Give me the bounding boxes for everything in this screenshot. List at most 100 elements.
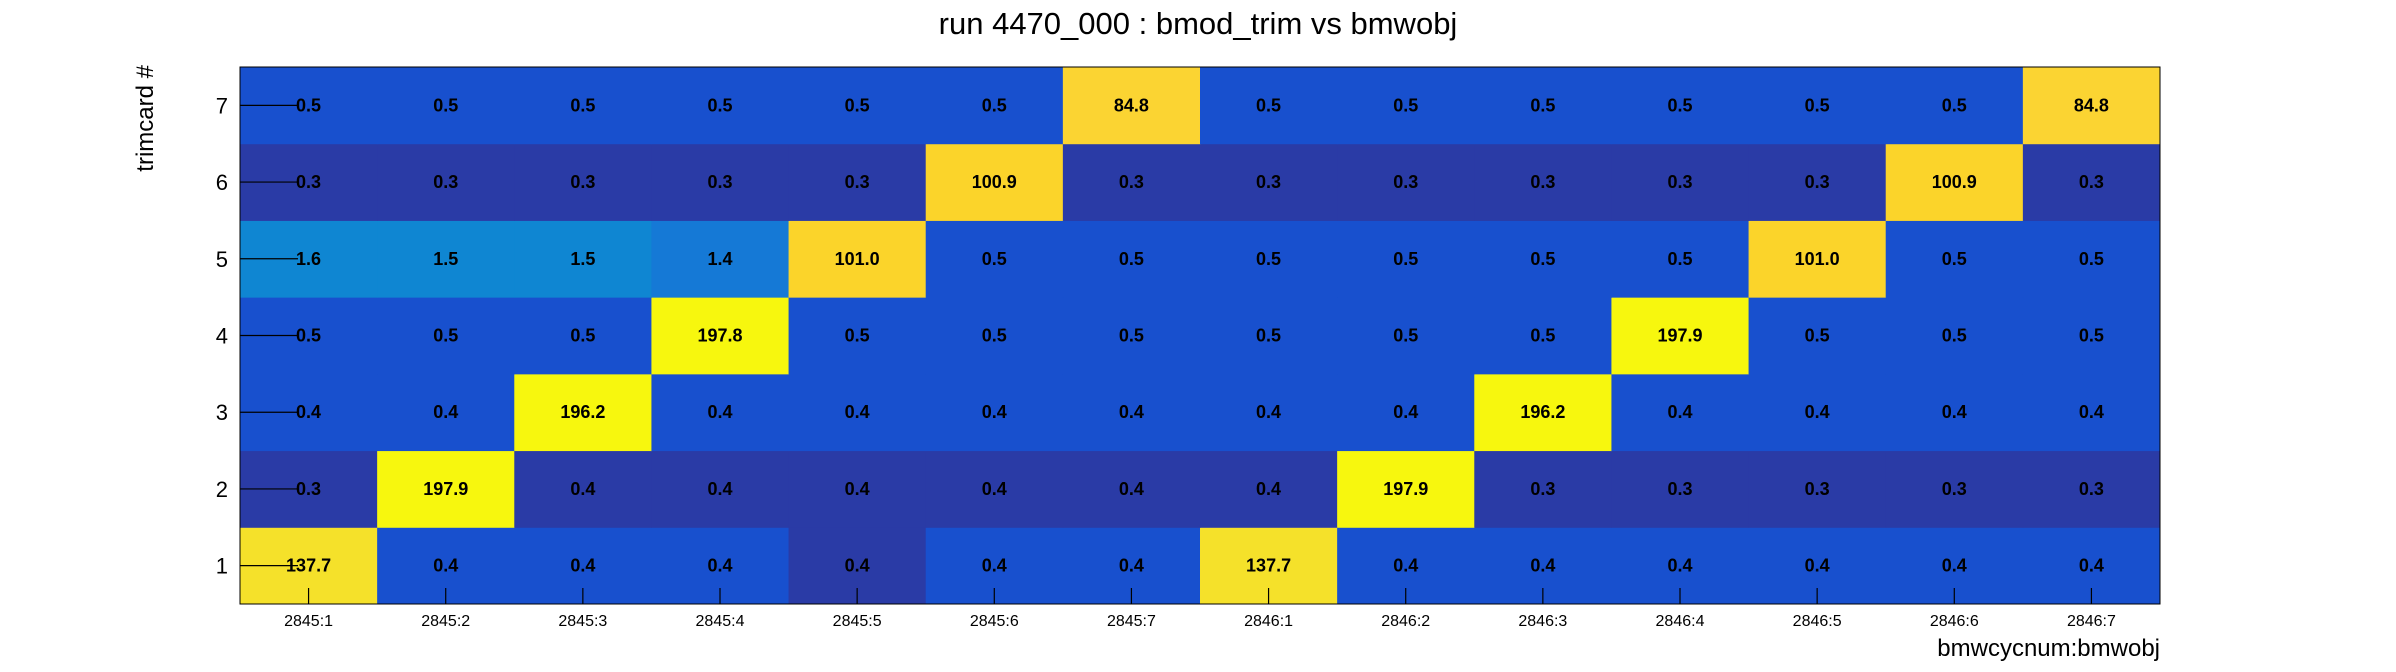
cell-value-label: 1.5 — [433, 249, 458, 269]
cell-value-label: 0.5 — [296, 95, 321, 115]
cell-value-label: 0.5 — [1530, 249, 1555, 269]
cell-value-label: 0.3 — [1942, 479, 1967, 499]
cell-value-label: 0.5 — [1667, 95, 1692, 115]
heatmap-cell-labels: 137.7 0.4 0.4 0.4 0.4 0.4 0.4 137.7 0.4 0.4 0.4 0.4… — [286, 95, 2109, 575]
cell-value-label: 0.3 — [2079, 172, 2104, 192]
cell-value-label: 84.8 — [2074, 95, 2109, 115]
cell-value-label: 0.4 — [1256, 479, 1281, 499]
cell-value-label: 0.5 — [707, 95, 732, 115]
cell-value-label: 0.5 — [1942, 326, 1967, 346]
cell-value-label: 0.4 — [1805, 556, 1830, 576]
heatmap-cell — [1062, 143, 1201, 221]
heatmap-cell — [925, 67, 1064, 145]
cell-value-label: 1.4 — [707, 249, 732, 269]
y-axis-title: trimcard # — [132, 64, 159, 171]
heatmap-cell — [1200, 373, 1338, 452]
x-tick-label: 2845:3 — [558, 613, 607, 630]
heatmap-cell — [925, 220, 1064, 298]
heatmap-cell — [1200, 297, 1338, 375]
x-tick-label: 2846:7 — [2067, 613, 2116, 630]
heatmap-cell — [514, 450, 652, 528]
cell-value-label: 100.9 — [972, 172, 1017, 192]
cell-value-label: 101.0 — [1795, 249, 1840, 269]
cell-value-label: 0.3 — [1530, 172, 1555, 192]
heatmap-cell — [1474, 220, 1612, 298]
cell-value-label: 0.4 — [982, 402, 1007, 422]
x-tick-label: 2845:7 — [1107, 613, 1156, 630]
cell-value-label: 0.3 — [1256, 172, 1281, 192]
cell-value-label: 0.3 — [1119, 172, 1144, 192]
x-tick-label: 2846:3 — [1518, 613, 1567, 630]
heatmap-cell — [1200, 67, 1338, 145]
cell-value-label: 0.5 — [1805, 326, 1830, 346]
cell-value-label: 0.4 — [845, 402, 870, 422]
cell-value-label: 0.4 — [1393, 402, 1418, 422]
heatmap-cell — [377, 450, 515, 528]
cell-value-label: 0.5 — [1805, 95, 1830, 115]
heatmap-cell — [514, 297, 652, 375]
heatmap-cell — [514, 373, 652, 452]
x-tick-label: 2846:5 — [1793, 613, 1842, 630]
y-tick-label: 3 — [216, 400, 228, 425]
cell-value-label: 0.3 — [1805, 479, 1830, 499]
axes: 1 2 3 4 5 6 7 2845:1 2845:2 2845:3 2845:4 2845:5 284… — [216, 66, 2161, 630]
heatmap-cell — [1062, 373, 1201, 452]
heatmap-cell — [1474, 373, 1612, 452]
x-tick-label: 2845:6 — [970, 613, 1019, 630]
x-axis-title: bmwcycnum:bmwobj — [1937, 635, 2160, 662]
cell-value-label: 137.7 — [1246, 556, 1291, 576]
heatmap-cell — [651, 67, 790, 145]
heatmap-cell — [377, 67, 515, 145]
heatmap-cell — [925, 373, 1064, 452]
y-tick-label: 2 — [216, 477, 228, 502]
cell-value-label: 0.4 — [1119, 556, 1144, 576]
heatmap-cell — [1885, 373, 2024, 452]
x-tick-label: 2846:6 — [1930, 613, 1979, 630]
cell-value-label: 0.4 — [1119, 479, 1144, 499]
heatmap-cell — [377, 297, 515, 375]
cell-value-label: 0.4 — [433, 402, 458, 422]
cell-value-label: 0.3 — [1530, 479, 1555, 499]
heatmap-cell — [651, 220, 790, 298]
cell-value-label: 0.4 — [1256, 402, 1281, 422]
heatmap-cell — [1885, 143, 2024, 221]
cell-value-label: 0.5 — [570, 326, 595, 346]
heatmap-cell — [1474, 67, 1612, 145]
heatmap-cell — [1062, 67, 1201, 145]
cell-value-label: 0.5 — [1942, 95, 1967, 115]
heatmap-cell — [788, 143, 927, 221]
cell-value-label: 0.4 — [1530, 556, 1555, 576]
cell-value-label: 0.5 — [845, 326, 870, 346]
cell-value-label: 100.9 — [1932, 172, 1977, 192]
heatmap-cell — [788, 297, 927, 375]
cell-value-label: 0.5 — [296, 326, 321, 346]
heatmap-cell — [651, 373, 790, 452]
x-tick-label: 2845:2 — [421, 613, 470, 630]
heatmap-cell — [1062, 220, 1201, 298]
heatmap-cell — [1611, 373, 1750, 452]
x-tick-label: 2845:4 — [696, 613, 745, 630]
heatmap-cell — [1200, 450, 1338, 528]
cell-value-label: 0.4 — [845, 479, 870, 499]
cell-value-label: 0.4 — [1667, 402, 1692, 422]
y-tick-label: 4 — [216, 324, 228, 349]
cell-value-label: 0.5 — [1256, 249, 1281, 269]
heatmap-cell — [1337, 373, 1475, 452]
heatmap-cell — [1062, 297, 1201, 375]
heatmap-cell — [377, 373, 515, 452]
cell-value-label: 0.5 — [1530, 95, 1555, 115]
heatmap-cell — [925, 297, 1064, 375]
heatmap-cell — [788, 220, 927, 298]
cell-value-label: 0.4 — [982, 556, 1007, 576]
cell-value-label: 0.3 — [296, 479, 321, 499]
cell-value-label: 0.3 — [1805, 172, 1830, 192]
heatmap-cell — [1474, 297, 1612, 375]
cell-value-label: 0.5 — [1530, 326, 1555, 346]
y-tick-label: 7 — [216, 93, 228, 118]
x-tick-label: 2846:1 — [1244, 613, 1293, 630]
cell-value-label: 0.5 — [433, 95, 458, 115]
heatmap-cell — [2022, 67, 2161, 145]
cell-value-label: 0.4 — [433, 556, 458, 576]
cell-value-label: 0.4 — [845, 556, 870, 576]
heatmap-cell — [788, 450, 927, 528]
